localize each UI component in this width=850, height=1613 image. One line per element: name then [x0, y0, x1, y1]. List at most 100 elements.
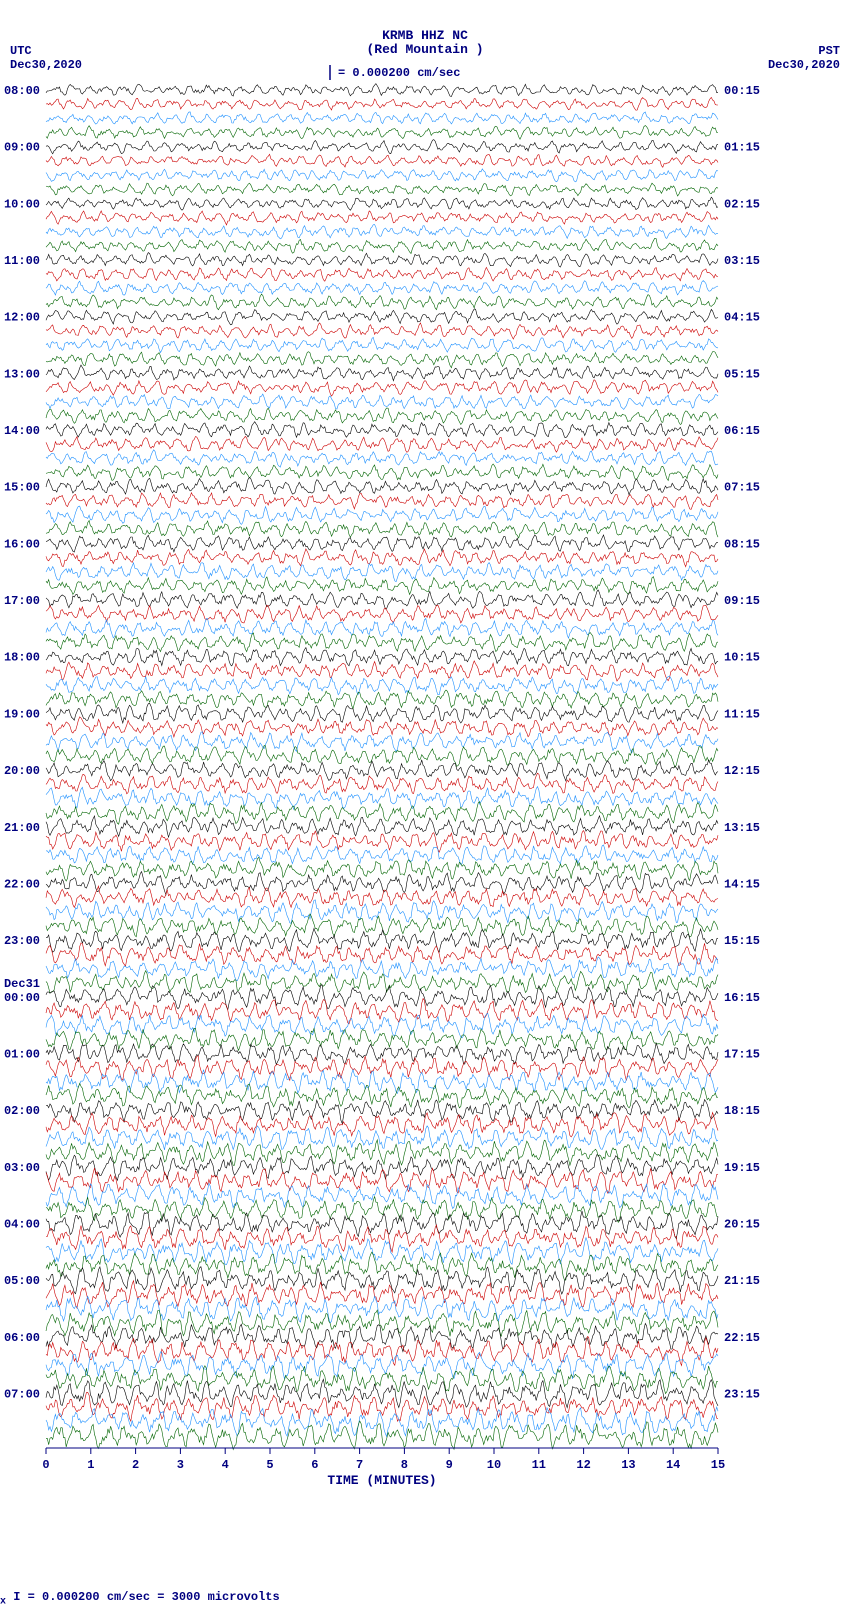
utc-time-label: 10:00: [4, 197, 40, 211]
pst-time-label: 22:15: [724, 1331, 760, 1345]
trace-line: [46, 1168, 718, 1193]
utc-time-label: 07:00: [4, 1387, 40, 1401]
x-tick-label: 11: [532, 1458, 546, 1472]
trace-line: [46, 1366, 718, 1394]
utc-time-label: 01:00: [4, 1047, 40, 1061]
x-tick-label: 7: [356, 1458, 363, 1472]
x-axis-title: TIME (MINUTES): [327, 1473, 436, 1488]
x-tick-label: 1: [87, 1458, 94, 1472]
trace-line: [46, 408, 718, 425]
utc-time-label: 04:00: [4, 1217, 40, 1231]
trace-line: [46, 197, 718, 210]
trace-line: [46, 1252, 718, 1280]
trace-line: [46, 1267, 718, 1294]
helicorder-plot: = 0.000200 cm/sec 08:00 09:00 10:00 11:00 12:…: [0, 0, 850, 1613]
trace-line: [46, 436, 718, 452]
pst-time-label: 19:15: [724, 1161, 760, 1175]
trace-line: [46, 112, 718, 124]
x-tick-label: 5: [266, 1458, 273, 1472]
pst-time-label: 07:15: [724, 481, 760, 495]
trace-line: [46, 732, 718, 753]
trace-line: [46, 380, 718, 396]
trace-line: [46, 760, 718, 781]
trace-line: [46, 1296, 718, 1322]
trace-line: [46, 169, 718, 182]
pst-time-label: 15:15: [724, 934, 760, 948]
x-tick-label: 8: [401, 1458, 408, 1472]
trace-line: [46, 1028, 718, 1050]
trace-line: [46, 914, 718, 937]
trace-line: [46, 676, 718, 695]
pst-time-label: 16:15: [724, 991, 760, 1005]
trace-line: [46, 985, 718, 1010]
trace-line: [46, 619, 718, 639]
trace-line: [46, 1113, 718, 1137]
utc-time-label: 11:00: [4, 254, 40, 268]
trace-line: [46, 126, 718, 140]
utc-time-label: 12:00: [4, 311, 40, 325]
trace-line: [46, 957, 718, 981]
utc-time-label: 09:00: [4, 141, 40, 155]
pst-time-label: 05:15: [724, 367, 760, 381]
trace-line: [46, 521, 718, 539]
trace-line: [46, 690, 718, 709]
svg-text:= 0.000200 cm/sec: = 0.000200 cm/sec: [338, 66, 460, 80]
trace-line: [46, 1100, 718, 1124]
utc-time-label: 19:00: [4, 707, 40, 721]
pst-time-label: 17:15: [724, 1047, 760, 1061]
pst-time-label: 23:15: [724, 1387, 760, 1401]
utc-time-label: 08:00: [4, 84, 40, 98]
pst-time-label: 11:15: [724, 707, 760, 721]
pst-time-label: 21:15: [724, 1274, 760, 1288]
trace-line: [46, 1421, 718, 1449]
trace-line: [46, 1379, 718, 1407]
x-tick-label: 14: [666, 1458, 680, 1472]
pst-time-label: 18:15: [724, 1104, 760, 1118]
utc-time-label: 02:00: [4, 1104, 40, 1118]
trace-line: [46, 506, 718, 524]
trace-line: [46, 183, 718, 196]
trace-line: [46, 450, 718, 467]
trace-line: [46, 1070, 718, 1094]
trace-line: [46, 746, 718, 768]
x-tick-label: 2: [132, 1458, 139, 1472]
utc-time-label: 06:00: [4, 1331, 40, 1345]
trace-line: [46, 477, 718, 495]
pst-time-label: 13:15: [724, 821, 760, 835]
trace-line: [46, 140, 718, 154]
trace-line: [46, 1310, 718, 1337]
pst-time-label: 09:15: [724, 594, 760, 608]
trace-line: [46, 535, 718, 552]
utc-time-label: 23:00: [4, 934, 40, 948]
pst-time-label: 04:15: [724, 311, 760, 325]
trace-line: [46, 267, 718, 281]
pst-time-label: 08:15: [724, 537, 760, 551]
trace-line: [46, 493, 718, 510]
trace-line: [46, 464, 718, 481]
trace-line: [46, 323, 718, 339]
trace-line: [46, 253, 718, 268]
pst-time-label: 02:15: [724, 197, 760, 211]
trace-line: [46, 309, 718, 325]
x-tick-label: 10: [487, 1458, 501, 1472]
pst-time-label: 10:15: [724, 651, 760, 665]
trace-line: [46, 605, 718, 623]
pst-time-label: 00:15: [724, 84, 760, 98]
trace-line: [46, 154, 718, 167]
utc-time-label: 15:00: [4, 481, 40, 495]
trace-line: [46, 633, 718, 652]
trace-line: [46, 590, 718, 609]
utc-time-label: 18:00: [4, 651, 40, 665]
trace-line: [46, 365, 718, 381]
x-tick-label: 9: [446, 1458, 453, 1472]
trace-line: [46, 577, 718, 595]
trace-line: [46, 422, 718, 438]
trace-line: [46, 281, 718, 296]
x-tick-label: 4: [222, 1458, 229, 1472]
pst-time-label: 01:15: [724, 141, 760, 155]
trace-line: [46, 352, 718, 368]
trace-line: [46, 294, 718, 310]
trace-line: [46, 238, 718, 253]
x-tick-label: 3: [177, 1458, 184, 1472]
trace-line: [46, 563, 718, 582]
